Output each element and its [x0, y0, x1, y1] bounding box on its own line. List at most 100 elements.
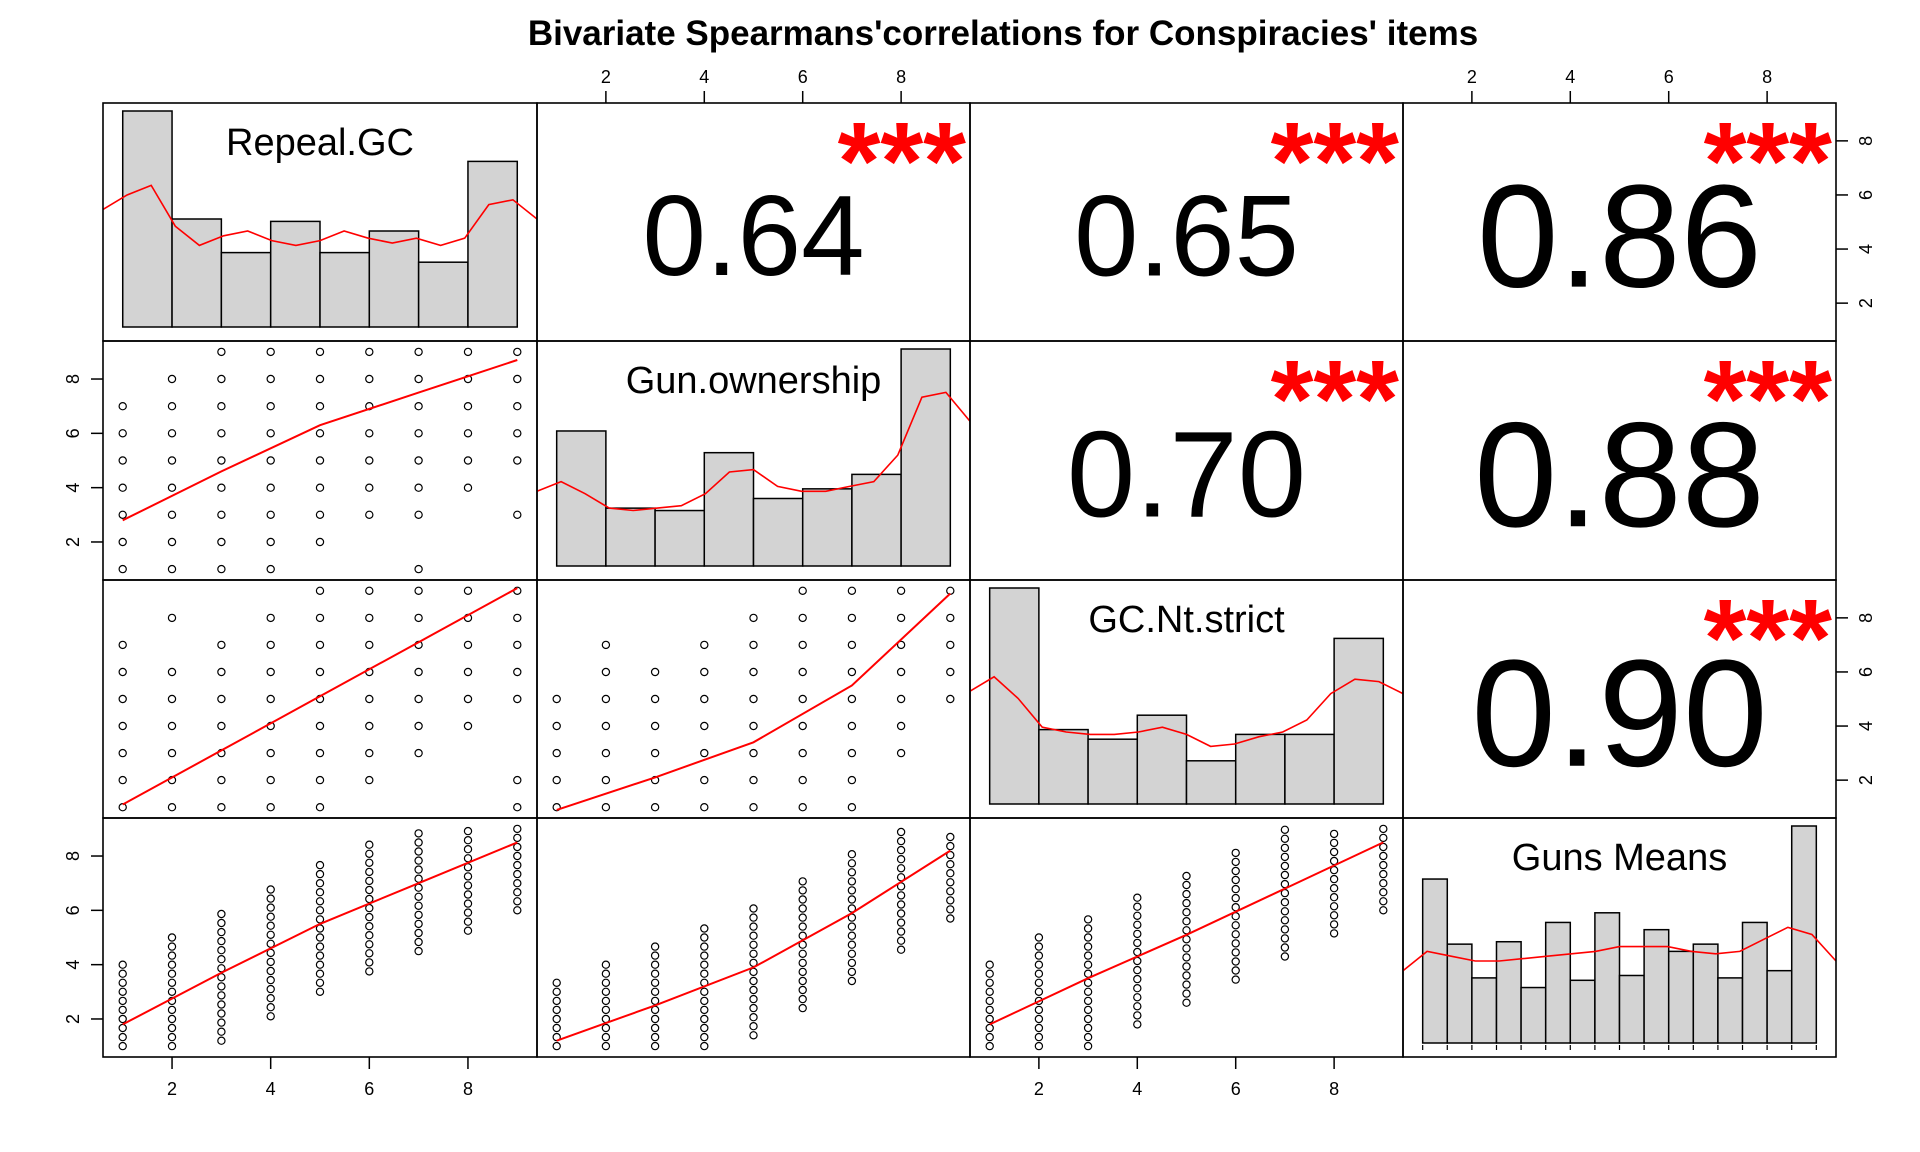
- scatter-point: [700, 1032, 709, 1042]
- scatter-point: [217, 991, 226, 1000]
- scatter-point: [365, 876, 374, 886]
- histogram-bar: [1446, 943, 1473, 1044]
- smooth-line: [556, 592, 951, 811]
- panel-3-1: [536, 817, 971, 1058]
- scatter-point: [266, 510, 275, 519]
- scatter-point: [1231, 875, 1240, 885]
- scatter-point: [601, 969, 611, 978]
- scatter-point: [463, 640, 473, 650]
- scatter-point: [1133, 902, 1142, 911]
- scatter-point: [700, 1014, 709, 1024]
- scatter-point: [1083, 1005, 1093, 1015]
- scatter-point: [798, 958, 807, 968]
- scatter-point: [217, 946, 226, 955]
- scatter-point: [1133, 1002, 1142, 1011]
- scatter-point: [1034, 996, 1044, 1006]
- scatter-point: [414, 347, 423, 357]
- scatter-point: [552, 1041, 561, 1051]
- histogram-bar: [851, 473, 902, 567]
- histogram-bar: [220, 251, 272, 328]
- scatter-point: [798, 667, 807, 677]
- scatter-points: [118, 824, 522, 1051]
- scatter-point: [847, 976, 857, 986]
- scatter-point: [365, 694, 374, 704]
- scatter-point: [798, 1003, 807, 1013]
- scatter-point: [552, 775, 561, 785]
- scatter-point: [1280, 825, 1290, 835]
- scatter-point: [167, 374, 177, 384]
- scatter-point: [513, 803, 522, 812]
- scatter-point: [315, 374, 325, 384]
- scatter-point: [414, 919, 423, 929]
- axis-tick-label: 2: [601, 67, 611, 87]
- right-axis-row-0: 2 4 6 8: [1836, 136, 1876, 308]
- scatter-point: [1231, 921, 1240, 930]
- histogram-bar: [269, 220, 321, 328]
- histogram-bar: [1717, 977, 1744, 1044]
- correlation-value: 0.86: [1477, 155, 1762, 319]
- scatter-points: [552, 827, 955, 1051]
- scatter-point: [1133, 1020, 1142, 1029]
- scatter-point: [601, 1005, 611, 1015]
- scatter-point: [1034, 1005, 1044, 1015]
- scatter-point: [749, 940, 758, 950]
- scatter-point: [513, 456, 522, 465]
- scatter-point: [749, 775, 758, 785]
- scatter-point: [650, 1041, 660, 1051]
- axis-tick-label: 2: [1856, 298, 1876, 308]
- scatter-point: [847, 613, 857, 623]
- scatter-point: [463, 826, 473, 836]
- scatter-point: [217, 640, 226, 650]
- scatter-point: [266, 483, 275, 492]
- scatter-point: [1034, 1041, 1044, 1051]
- scatter-point: [700, 933, 709, 942]
- significance-stars: ***: [1704, 100, 1833, 223]
- scatter-point: [266, 429, 275, 438]
- scatter-point: [365, 849, 374, 859]
- scatter-point: [1083, 924, 1093, 933]
- scatter-point: [414, 564, 423, 574]
- scatter-point: [552, 694, 561, 704]
- histogram-bar: [900, 348, 952, 567]
- scatter-point: [118, 456, 127, 465]
- scatter-point: [118, 978, 127, 988]
- scatter-point: [1034, 951, 1044, 960]
- scatter-point: [700, 694, 709, 704]
- scatter-point: [414, 483, 423, 492]
- scatter-point: [118, 748, 127, 758]
- density-curve: [536, 391, 971, 512]
- scatter-points: [552, 586, 955, 812]
- scatter-point: [700, 721, 709, 731]
- scatter-point: [749, 922, 758, 931]
- scatter-point: [167, 1005, 177, 1015]
- scatter-point: [650, 721, 660, 731]
- scatter-point: [601, 694, 611, 704]
- scatter-point: [847, 586, 857, 596]
- histogram-bar: [1544, 921, 1572, 1044]
- scatter-point: [985, 1032, 994, 1042]
- scatter-point: [946, 887, 955, 896]
- histogram-bar: [417, 261, 469, 328]
- panel-0-2: 0.65***: [969, 100, 1404, 342]
- scatter-point: [118, 1032, 127, 1042]
- scatter-point: [1280, 943, 1290, 952]
- scatter-point: [1133, 911, 1142, 921]
- scatter-point: [1083, 996, 1093, 1006]
- scatter-point: [1182, 989, 1191, 998]
- scatter-point: [266, 564, 275, 574]
- scatter-point: [798, 913, 807, 922]
- scatter-point: [749, 949, 758, 959]
- scatter-point: [167, 1023, 177, 1033]
- panel-2-2: GC.Nt.strict: [969, 579, 1404, 819]
- scatter-point: [167, 667, 177, 677]
- axis-tick-label: 6: [798, 67, 808, 87]
- histogram-bar: [555, 430, 607, 567]
- scatter-point: [365, 840, 374, 849]
- histogram-bar: [467, 160, 519, 328]
- scatter-point: [315, 942, 325, 951]
- panel-3-0: [102, 817, 538, 1058]
- scatter-point: [650, 1005, 660, 1015]
- panel-1-3: 0.88***: [1402, 338, 1837, 581]
- scatter-point: [513, 374, 522, 384]
- panel-1-0: [102, 340, 538, 581]
